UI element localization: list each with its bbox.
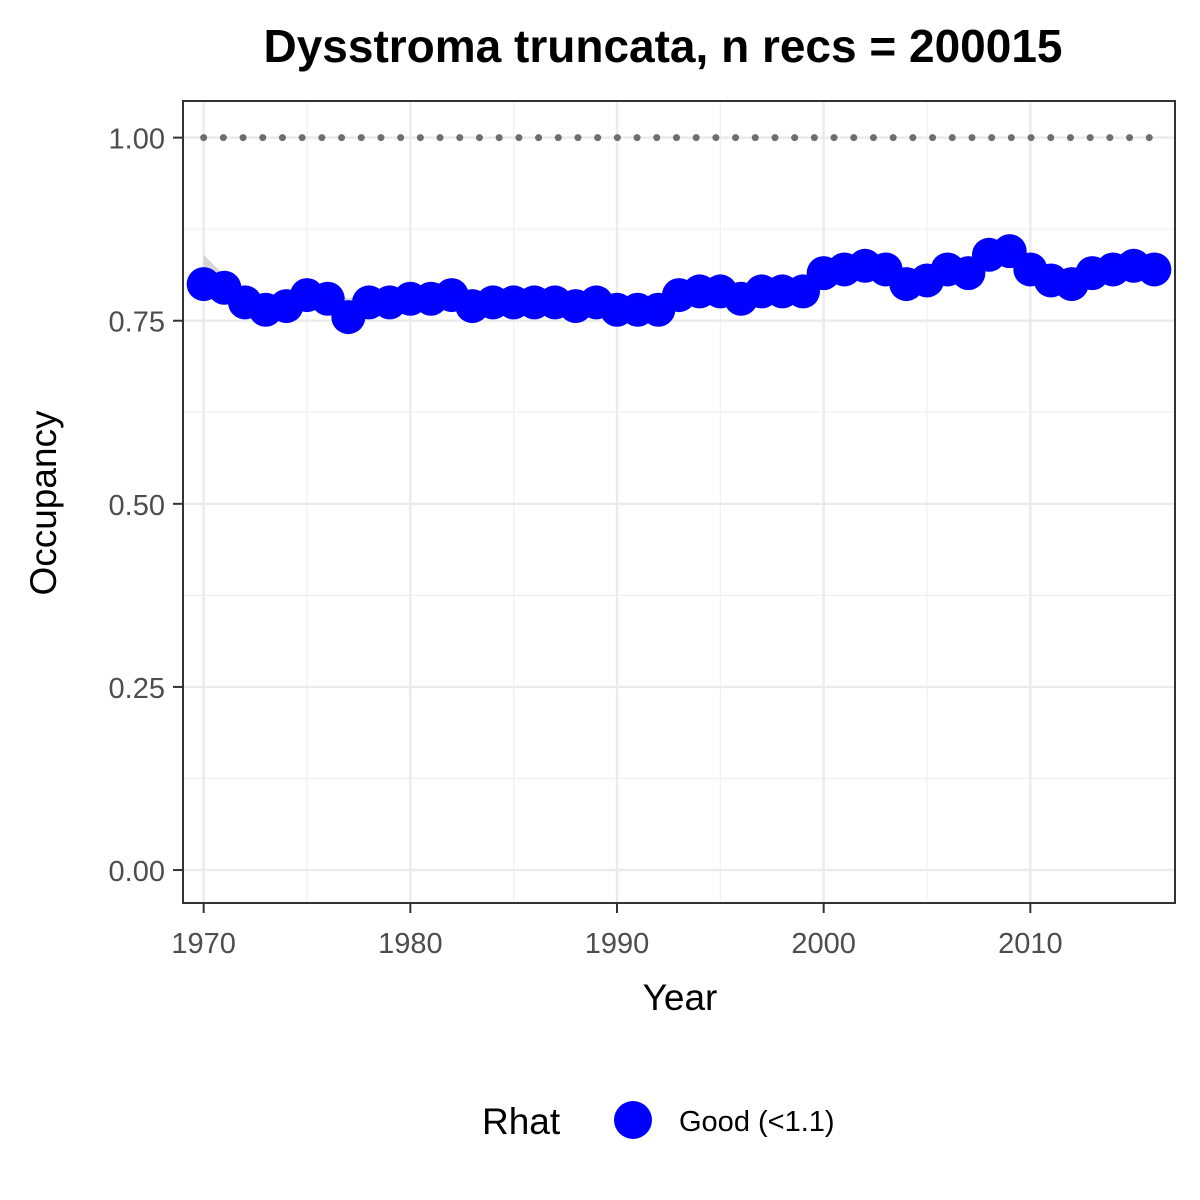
- y-axis-title: Occupancy: [23, 410, 64, 596]
- y-tick-label: 0.75: [109, 307, 165, 339]
- y-tick-label: 0.00: [109, 856, 165, 888]
- legend-title: Rhat: [482, 1101, 561, 1142]
- y-axis: 0.00 0.25 0.50 0.75 1.00: [109, 124, 183, 888]
- data-points: [186, 234, 1172, 335]
- y-tick-label: 1.00: [109, 124, 165, 156]
- x-tick-label: 1970: [171, 928, 236, 960]
- legend: Rhat Good (<1.1): [482, 1101, 835, 1142]
- chart-title: Dysstroma truncata, n recs = 200015: [263, 20, 1062, 72]
- x-axis: 1970 1980 1990 2000 2010: [171, 903, 1063, 960]
- legend-key-good: [614, 1101, 652, 1139]
- x-tick-label: 2010: [998, 928, 1063, 960]
- minor-gridlines: [183, 101, 1175, 903]
- x-tick-label: 2000: [791, 928, 856, 960]
- data-point: [1137, 252, 1172, 287]
- y-tick-label: 0.50: [109, 490, 165, 522]
- plot-background: [183, 101, 1175, 903]
- plot-border: [182, 100, 1176, 904]
- legend-label-good: Good (<1.1): [679, 1106, 835, 1138]
- x-axis-title: Year: [643, 977, 718, 1018]
- x-tick-label: 1990: [585, 928, 650, 960]
- y-tick-label: 0.25: [109, 673, 165, 705]
- plot-panel: [182, 100, 1176, 904]
- x-tick-label: 1980: [378, 928, 443, 960]
